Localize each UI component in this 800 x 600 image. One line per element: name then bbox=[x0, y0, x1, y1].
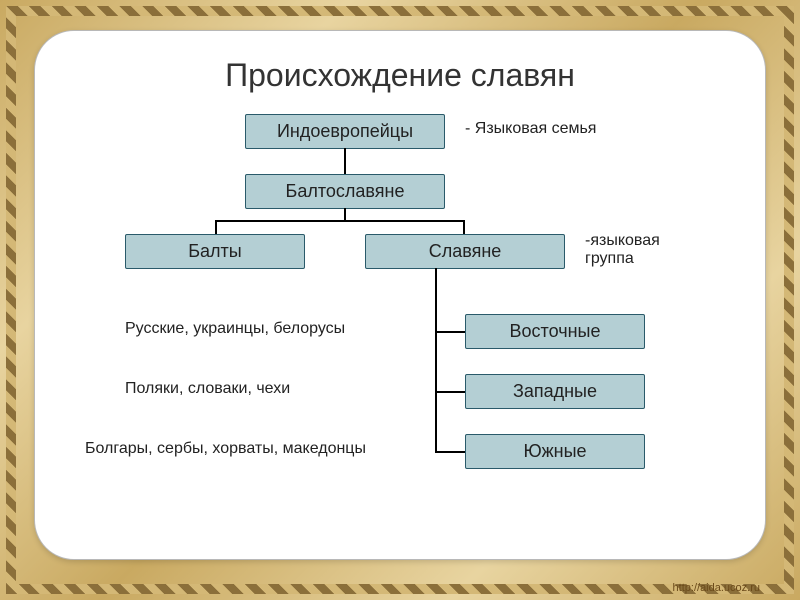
connector bbox=[435, 268, 437, 451]
label-peoples-east: Русские, украинцы, белорусы bbox=[125, 320, 345, 338]
footer-url: http://aida.ucoz.ru bbox=[673, 582, 760, 594]
node-balts: Балты bbox=[125, 234, 305, 269]
slide-frame: Происхождение славян Индоевропейцы - Язы… bbox=[0, 0, 800, 600]
connector bbox=[435, 331, 465, 333]
node-western: Западные bbox=[465, 374, 645, 409]
connector bbox=[435, 391, 465, 393]
node-southern: Южные bbox=[465, 434, 645, 469]
tree-diagram: Индоевропейцы - Языковая семья Балтослав… bbox=[65, 114, 735, 514]
connector bbox=[344, 148, 346, 174]
connector bbox=[215, 220, 465, 222]
node-eastern: Восточные bbox=[465, 314, 645, 349]
connector bbox=[344, 208, 346, 220]
connector bbox=[463, 220, 465, 234]
label-peoples-west: Поляки, словаки, чехи bbox=[125, 380, 290, 398]
node-slavs: Славяне bbox=[365, 234, 565, 269]
content-panel: Происхождение славян Индоевропейцы - Язы… bbox=[34, 30, 766, 560]
page-title: Происхождение славян bbox=[65, 57, 735, 94]
node-baltoslavs: Балтославяне bbox=[245, 174, 445, 209]
connector bbox=[435, 451, 465, 453]
node-indoeuropeans: Индоевропейцы bbox=[245, 114, 445, 149]
label-lang-family: - Языковая семья bbox=[465, 120, 596, 138]
connector bbox=[215, 220, 217, 234]
label-peoples-south: Болгары, сербы, хорваты, македонцы bbox=[85, 440, 366, 458]
label-lang-group: -языковая группа bbox=[585, 232, 660, 267]
